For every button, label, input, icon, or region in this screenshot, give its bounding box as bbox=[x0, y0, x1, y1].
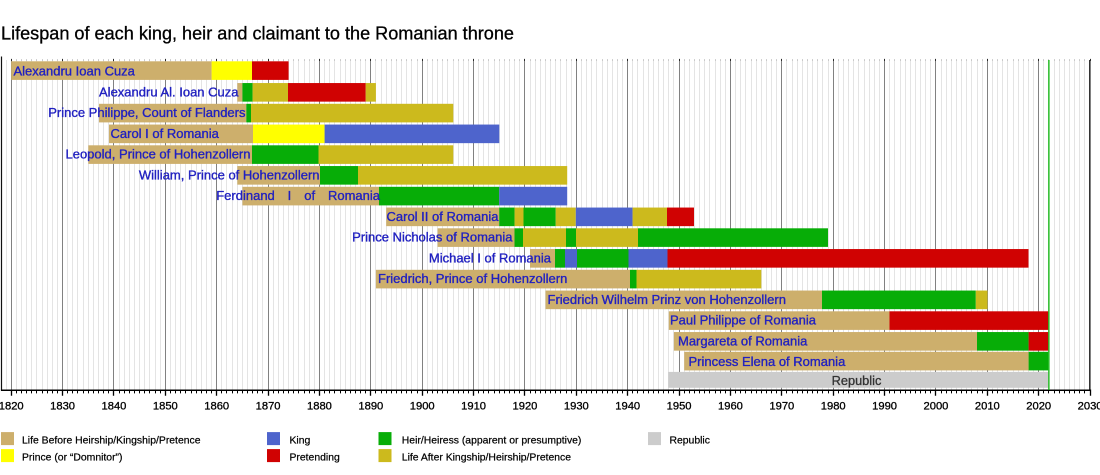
svg-text:1930: 1930 bbox=[564, 400, 589, 412]
svg-text:Heir/Heiress (apparent or pres: Heir/Heiress (apparent or presumptive) bbox=[402, 435, 582, 446]
svg-text:1880: 1880 bbox=[307, 400, 332, 412]
svg-text:Republic: Republic bbox=[832, 373, 882, 388]
svg-text:Princess Elena of Romania: Princess Elena of Romania bbox=[689, 354, 847, 369]
svg-text:Republic: Republic bbox=[670, 435, 710, 446]
svg-text:1990: 1990 bbox=[872, 400, 897, 412]
svg-text:2030: 2030 bbox=[1078, 400, 1100, 412]
svg-text:Lifespan of each king, heir an: Lifespan of each king, heir and claimant… bbox=[1, 23, 514, 43]
svg-text:Life After Kingship/Heirship/P: Life After Kingship/Heirship/Pretence bbox=[402, 452, 571, 463]
svg-text:2020: 2020 bbox=[1026, 400, 1051, 412]
svg-text:1850: 1850 bbox=[153, 400, 178, 412]
svg-text:Michael I of Romania: Michael I of Romania bbox=[429, 250, 552, 265]
svg-text:1980: 1980 bbox=[821, 400, 846, 412]
svg-text:Paul Philippe of Romania: Paul Philippe of Romania bbox=[670, 313, 817, 328]
svg-text:Ferdinand I of Romania: Ferdinand I of Romania bbox=[216, 188, 381, 203]
svg-text:William, Prince of Hohenzoller: William, Prince of Hohenzollern bbox=[139, 167, 320, 182]
svg-text:Prince Philippe, Count of Flan: Prince Philippe, Count of Flanders bbox=[48, 105, 246, 120]
svg-text:1940: 1940 bbox=[615, 400, 640, 412]
svg-text:Friedrich, Prince of Hohenzoll: Friedrich, Prince of Hohenzollern bbox=[378, 271, 567, 286]
svg-text:1870: 1870 bbox=[256, 400, 281, 412]
svg-text:1960: 1960 bbox=[718, 400, 743, 412]
svg-text:Carol I of Romania: Carol I of Romania bbox=[111, 126, 220, 141]
svg-text:Friedrich Wilhelm Prinz von Ho: Friedrich Wilhelm Prinz von Hohenzollern bbox=[548, 292, 786, 307]
svg-text:Pretending: Pretending bbox=[290, 452, 340, 463]
svg-text:1910: 1910 bbox=[461, 400, 486, 412]
svg-text:1860: 1860 bbox=[204, 400, 229, 412]
svg-text:1840: 1840 bbox=[102, 400, 127, 412]
svg-text:Prince Nicholas of Romania: Prince Nicholas of Romania bbox=[352, 230, 513, 245]
svg-text:Carol II of Romania: Carol II of Romania bbox=[387, 209, 500, 224]
svg-text:Alexandru Ioan Cuza: Alexandru Ioan Cuza bbox=[14, 64, 136, 79]
svg-text:1830: 1830 bbox=[50, 400, 75, 412]
svg-text:2010: 2010 bbox=[975, 400, 1000, 412]
svg-text:1890: 1890 bbox=[358, 400, 383, 412]
svg-text:1970: 1970 bbox=[769, 400, 794, 412]
svg-text:1950: 1950 bbox=[667, 400, 692, 412]
svg-text:King: King bbox=[290, 435, 311, 446]
svg-text:1900: 1900 bbox=[410, 400, 435, 412]
svg-text:Leopold, Prince of Hohenzoller: Leopold, Prince of Hohenzollern bbox=[65, 147, 250, 162]
svg-text:1920: 1920 bbox=[513, 400, 538, 412]
svg-text:Prince (or “Domnitor”): Prince (or “Domnitor”) bbox=[22, 452, 122, 463]
svg-text:Alexandru Al. Ioan Cuza: Alexandru Al. Ioan Cuza bbox=[99, 84, 239, 99]
svg-text:2000: 2000 bbox=[924, 400, 949, 412]
svg-text:1820: 1820 bbox=[0, 400, 24, 412]
svg-text:Life Before Heirship/Kingship/: Life Before Heirship/Kingship/Pretence bbox=[22, 435, 201, 446]
svg-text:Margareta of Romania: Margareta of Romania bbox=[678, 333, 808, 348]
